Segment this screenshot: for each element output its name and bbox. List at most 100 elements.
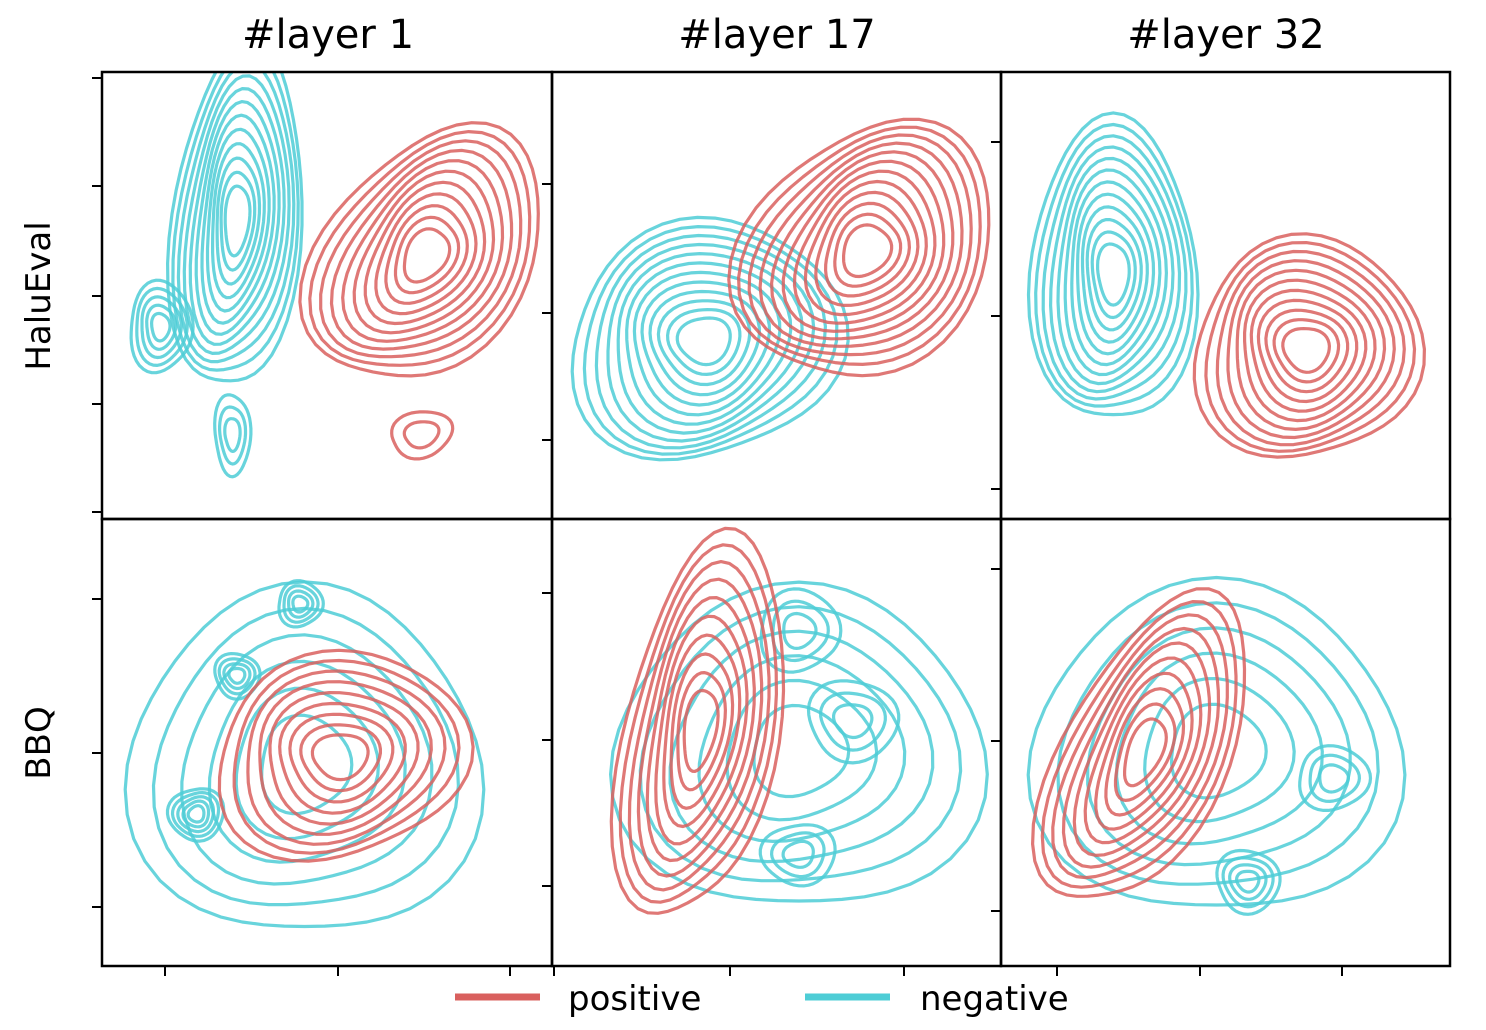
positive-contour-level [1272, 318, 1341, 384]
positive-contour-level [352, 169, 496, 335]
positive-contour-level [758, 141, 964, 348]
negative-contour-level [219, 170, 257, 272]
positive-contour-level [258, 680, 433, 836]
negative-contour-level [176, 795, 215, 834]
negative-contour-level [227, 666, 247, 685]
positive-contour-level [246, 669, 447, 846]
negative-contour-level [182, 74, 291, 355]
legend: positive negative [455, 979, 1069, 1019]
positive-contour-level [298, 121, 540, 378]
panel-frame [100, 517, 554, 968]
negative-contour-level [1080, 205, 1149, 344]
negative-contour-level [1090, 230, 1137, 320]
positive-contour-level [363, 180, 487, 326]
negative-contour-level [1298, 744, 1373, 812]
positive-contour-level [384, 204, 469, 305]
negative-contour-level [200, 113, 276, 325]
positive-contour-level [747, 133, 973, 357]
negative-contour-level [1221, 856, 1275, 909]
negative-contour-level [223, 417, 242, 453]
positive-contour-level [1192, 232, 1426, 459]
negative-contour-level [211, 142, 266, 300]
positive-contour-level [1072, 641, 1212, 857]
positive-contour-level [814, 190, 920, 307]
positive-contour-level [1264, 308, 1350, 394]
negative-contour-level [135, 286, 189, 367]
positive-contour-level [402, 227, 452, 284]
positive-contour-level [682, 688, 720, 773]
negative-contour-level [1096, 242, 1131, 307]
positive-contour-level [1083, 656, 1203, 845]
negative-contour-level [145, 303, 178, 351]
negative-contour-level [1063, 168, 1168, 377]
negative-contour-level [1026, 575, 1407, 907]
panel-frame [999, 517, 1452, 968]
negative-contour-level [1026, 111, 1200, 417]
negative-contour-level [648, 289, 761, 397]
positive-contour-level [232, 658, 461, 855]
negative-contour-level [176, 72, 296, 364]
negative-contour-level [215, 156, 262, 286]
positive-contour-level [1256, 298, 1359, 404]
positive-contour-level [278, 701, 407, 815]
panel-bbq-layer-17 [542, 517, 1003, 976]
negative-contour-level [594, 233, 827, 450]
positive-contour-level [1061, 626, 1221, 869]
negative-contour-level [260, 713, 354, 816]
negative-contour-level [582, 225, 839, 456]
negative-contour-level [1086, 626, 1352, 867]
positive-contour-level [618, 543, 778, 904]
negative-contour-level [656, 299, 752, 387]
positive-contour-level [1040, 600, 1238, 889]
positive-contour-level [268, 691, 420, 826]
positive-contour-level [803, 179, 928, 317]
positive-contour-level [393, 215, 461, 295]
negative-contour-level [806, 679, 901, 765]
contour-group [129, 72, 540, 479]
negative-contour-level [609, 580, 989, 903]
positive-contour-level [770, 150, 955, 341]
positive-contour-level [636, 577, 764, 878]
positive-contour-level [792, 169, 937, 325]
positive-contour-level [645, 596, 756, 863]
negative-contour-level [218, 405, 248, 466]
negative-contour-level [832, 703, 874, 740]
panel-bbq-layer-32 [991, 517, 1452, 976]
negative-contour-level [213, 393, 253, 479]
positive-contour-level [654, 614, 749, 846]
positive-contour-level [1215, 249, 1406, 447]
positive-contour-level [669, 652, 735, 810]
positive-contour-level [390, 410, 455, 461]
negative-contour-level [129, 278, 195, 375]
negative-contour-level [1049, 145, 1182, 394]
negative-contour-level [770, 831, 826, 879]
legend-negative-label: negative [920, 979, 1069, 1019]
positive-contour-level [833, 212, 903, 288]
negative-contour-level [1056, 601, 1380, 886]
panel-halueval-layer-1 [92, 70, 554, 521]
negative-contour-level [625, 261, 793, 426]
negative-contour-level [668, 629, 935, 864]
negative-contour-level [1115, 651, 1324, 846]
row-label-halueval: HaluEval [19, 221, 59, 370]
positive-contour-level [609, 526, 786, 915]
negative-contour-level [1034, 122, 1194, 408]
negative-contour-level [632, 270, 782, 417]
negative-contour-level [223, 184, 252, 258]
positive-contour-level [1249, 288, 1368, 413]
negative-contour-level [1308, 753, 1361, 803]
positive-contour-level [1104, 687, 1186, 817]
negative-contour-level [291, 594, 310, 614]
negative-contour-level [1070, 180, 1162, 367]
negative-contour-level [282, 584, 320, 624]
negative-contour-level [123, 580, 486, 929]
negative-contour-level [758, 823, 837, 888]
negative-contour-level [1143, 677, 1296, 824]
negative-contour-level [1215, 848, 1282, 916]
negative-contour-level [1318, 763, 1350, 794]
positive-contour-level [1235, 268, 1387, 431]
positive-contour-level [329, 148, 514, 351]
positive-contour-level [299, 723, 382, 793]
negative-contour-level [697, 654, 907, 843]
